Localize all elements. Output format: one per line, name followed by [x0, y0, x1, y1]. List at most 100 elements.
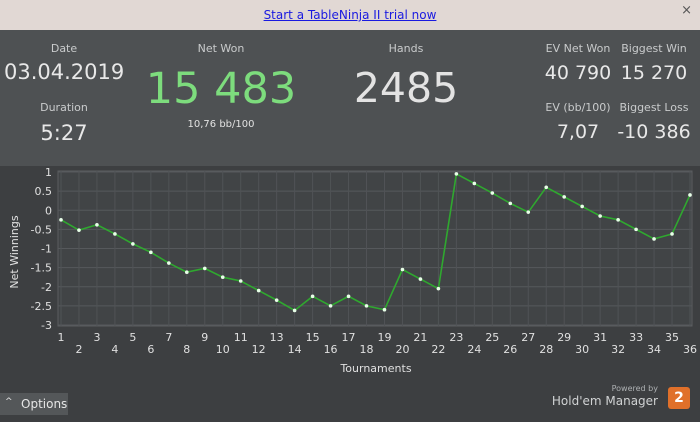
- x-tick-label: 28: [539, 343, 553, 356]
- x-tick-label: 12: [252, 343, 266, 356]
- data-point: [598, 214, 602, 218]
- data-point: [346, 294, 351, 299]
- data-point: [149, 250, 153, 255]
- data-point: [634, 227, 638, 232]
- x-tick-label: 26: [503, 343, 517, 356]
- biggest-win-value: 15 270: [620, 62, 688, 84]
- net-won-value: 15 483: [145, 64, 297, 114]
- x-tick-label: 5: [129, 331, 136, 344]
- data-point: [436, 286, 441, 291]
- data-point: [580, 204, 584, 209]
- x-tick-label: 23: [449, 331, 463, 344]
- data-point: [400, 267, 405, 272]
- data-point: [508, 201, 513, 206]
- data-point: [652, 237, 656, 241]
- biggest-loss-label: Biggest Loss: [619, 101, 689, 114]
- x-tick-label: 27: [521, 331, 535, 344]
- net-winnings-chart: 1 0.5 0 -0.5 -1 -1.5 -2 -2.5 -3 1 2 3 4 5 6 7 8 9 10 11 12 1…: [0, 166, 700, 418]
- x-tick-label: 13: [270, 331, 284, 344]
- x-tick-label: 14: [288, 343, 302, 356]
- y-tick-label: -0.5: [31, 223, 52, 236]
- data-point: [364, 304, 369, 308]
- data-point: [472, 181, 477, 186]
- data-point: [238, 279, 243, 283]
- x-tick-label: 32: [611, 343, 625, 356]
- data-point: [220, 275, 225, 279]
- ev-bb-per-100-value: 7,07: [556, 121, 600, 143]
- data-point: [167, 261, 171, 265]
- ev-bb-per-100-label: EV (bb/100): [545, 101, 611, 114]
- y-tick-label: 0.5: [35, 185, 53, 198]
- x-tick-label: 8: [183, 343, 190, 356]
- hm2-logo-icon: 2: [668, 387, 690, 409]
- net-winnings-line: [60, 172, 691, 312]
- data-point: [274, 298, 279, 302]
- x-tick-label: 30: [575, 343, 589, 356]
- data-point: [490, 191, 495, 195]
- x-tick-label: 16: [324, 343, 338, 356]
- x-tick-label: 24: [467, 343, 481, 356]
- x-tick-label: 1: [58, 331, 65, 344]
- x-tick-label: 11: [234, 331, 248, 344]
- options-button[interactable]: ^ Options: [0, 393, 68, 415]
- y-axis-label: Net Winnings: [8, 215, 21, 288]
- data-point: [310, 294, 315, 299]
- date-value: 03.04.2019: [4, 60, 125, 84]
- options-label: Options: [21, 397, 68, 411]
- data-point: [382, 307, 387, 312]
- net-won-bb-per-100: 10,76 bb/100: [187, 119, 255, 130]
- y-tick-label: 0: [45, 204, 52, 217]
- x-tick-label: 21: [413, 331, 427, 344]
- data-point: [544, 185, 549, 190]
- ev-net-won-label: EV Net Won: [545, 42, 611, 55]
- chart-svg: 10.50-0.5-1-1.5-2-2.5-3 1234567891011121…: [8, 166, 697, 375]
- hands-label: Hands: [388, 42, 424, 55]
- chevron-up-icon: ^: [5, 397, 13, 407]
- duration-label: Duration: [40, 101, 88, 114]
- x-tick-label: 25: [485, 331, 499, 344]
- x-tick-label: 4: [111, 343, 118, 356]
- x-tick-label: 15: [306, 331, 320, 344]
- data-point: [454, 172, 459, 176]
- x-tick-label: 6: [147, 343, 154, 356]
- data-point: [670, 232, 674, 236]
- biggest-win-label: Biggest Win: [621, 42, 687, 55]
- net-won-label: Net Won: [197, 42, 245, 55]
- x-tick-label: 20: [395, 343, 409, 356]
- x-tick-label: 18: [360, 343, 374, 356]
- x-tick-label: 3: [93, 331, 100, 344]
- duration-value: 5:27: [40, 121, 88, 145]
- data-point: [131, 242, 135, 246]
- data-point: [202, 266, 207, 271]
- y-tick-label: -1.5: [31, 262, 52, 275]
- data-point: [616, 218, 620, 222]
- x-tick-label: 29: [557, 331, 571, 344]
- session-stats-panel: Date 03.04.2019 Duration 5:27 Net Won 15…: [0, 30, 700, 166]
- hands-value: 2485: [353, 64, 459, 112]
- biggest-loss-value: -10 386: [617, 121, 691, 143]
- data-point: [418, 277, 423, 281]
- y-tick-label: -2: [41, 281, 52, 294]
- x-tick-label: 33: [629, 331, 643, 344]
- data-point: [59, 218, 63, 222]
- data-point: [688, 193, 692, 197]
- data-point: [185, 270, 189, 275]
- x-tick-label: 2: [75, 343, 82, 356]
- x-tick-label: 17: [342, 331, 356, 344]
- date-label: Date: [50, 42, 78, 55]
- x-tick-label: 36: [683, 343, 697, 356]
- x-tick-label: 34: [647, 343, 661, 356]
- data-point: [562, 195, 566, 199]
- tableninja-trial-link[interactable]: Start a TableNinja II trial now: [263, 8, 437, 22]
- data-point: [256, 288, 261, 293]
- x-tick-label: 35: [665, 331, 679, 344]
- data-point: [113, 232, 117, 236]
- data-point: [77, 228, 81, 232]
- x-tick-label: 22: [431, 343, 445, 356]
- y-tick-label: -3: [41, 319, 52, 332]
- close-icon[interactable]: ×: [681, 3, 692, 18]
- brand-name: Hold'em Manager: [551, 394, 658, 408]
- data-point: [292, 308, 297, 313]
- x-tick-label: 19: [377, 331, 391, 344]
- y-tick-label: -1: [41, 243, 52, 256]
